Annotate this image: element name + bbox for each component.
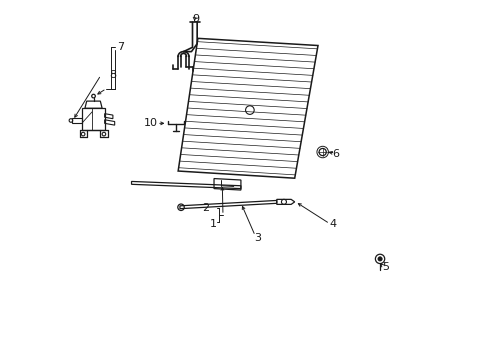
Text: 9: 9: [191, 14, 199, 24]
Text: 1: 1: [209, 219, 216, 229]
Text: 4: 4: [329, 219, 336, 229]
Text: 7: 7: [117, 42, 124, 52]
Text: 10: 10: [144, 118, 158, 128]
Text: 8: 8: [109, 70, 116, 80]
Text: 2: 2: [202, 203, 209, 213]
Text: 5: 5: [381, 262, 388, 272]
Text: 3: 3: [254, 233, 261, 243]
Circle shape: [377, 257, 382, 261]
Text: 6: 6: [331, 149, 338, 159]
